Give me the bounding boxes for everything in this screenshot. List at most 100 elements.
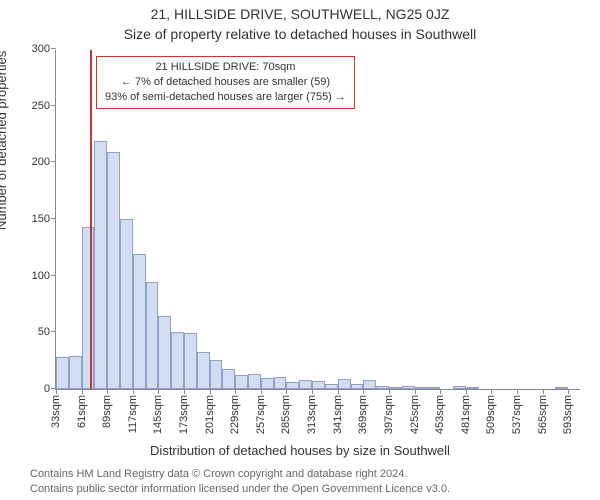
histogram-bar [261,378,274,389]
x-tick-label: 285sqm [280,395,292,434]
x-tick-mark [568,389,569,394]
x-tick-mark [543,389,544,394]
x-tick-label: 425sqm [409,395,421,434]
x-tick-label: 173sqm [178,395,190,434]
histogram-bar [363,380,376,389]
histogram-bar [210,360,223,389]
histogram-bar [453,386,466,389]
histogram-bar [107,152,120,389]
x-tick-mark [466,389,467,394]
x-tick-label: 33sqm [50,395,62,428]
histogram-bar [325,384,338,389]
page-title-line2: Size of property relative to detached ho… [0,26,600,42]
x-tick-mark [389,389,390,394]
histogram-bar [351,384,364,389]
x-tick-mark [261,389,262,394]
x-tick-mark [286,389,287,394]
annotation-line: 93% of semi-detached houses are larger (… [105,90,346,105]
x-tick-label: 509sqm [485,395,497,434]
histogram-bar [120,219,133,389]
x-tick-label: 397sqm [383,395,395,434]
histogram-bar [197,352,210,389]
histogram-bar [184,333,197,389]
histogram-bar [222,369,235,389]
y-tick-mark [51,331,56,332]
x-tick-mark [82,389,83,394]
caption-line2: Contains public sector information licen… [30,482,600,496]
y-tick-mark [51,161,56,162]
page-title-line1: 21, HILLSIDE DRIVE, SOUTHWELL, NG25 0JZ [0,6,600,22]
x-tick-mark [133,389,134,394]
annotation-box: 21 HILLSIDE DRIVE: 70sqm← 7% of detached… [96,56,355,109]
histogram-plot: 05010015020025030033sqm61sqm89sqm117sqm1… [55,50,580,390]
histogram-bar [171,332,184,389]
x-tick-label: 257sqm [255,395,267,434]
histogram-bar [466,387,479,389]
histogram-bar [274,377,287,389]
x-tick-label: 313sqm [306,395,318,434]
histogram-bar [69,356,82,389]
x-tick-label: 453sqm [434,395,446,434]
x-tick-mark [107,389,108,394]
y-tick-mark [51,275,56,276]
histogram-bar [235,375,248,389]
histogram-bar [248,374,261,389]
histogram-bar [158,316,171,389]
y-tick-label: 200 [32,156,50,168]
histogram-bar [94,141,107,389]
histogram-bar [555,387,568,389]
histogram-bar [338,379,351,389]
x-tick-label: 565sqm [537,395,549,434]
x-tick-mark [184,389,185,394]
histogram-bar [312,381,325,389]
x-tick-mark [312,389,313,394]
x-tick-mark [440,389,441,394]
x-tick-label: 341sqm [332,395,344,434]
caption-line1: Contains HM Land Registry data © Crown c… [30,467,600,481]
x-tick-label: 229sqm [229,395,241,434]
histogram-bar [82,227,95,389]
histogram-bar [133,254,146,389]
x-axis-label: Distribution of detached houses by size … [0,443,600,458]
x-tick-mark [235,389,236,394]
x-tick-mark [338,389,339,394]
y-tick-mark [51,105,56,106]
histogram-bar [389,387,402,389]
y-tick-mark [51,218,56,219]
y-tick-label: 100 [32,270,50,282]
x-tick-label: 61sqm [76,395,88,428]
histogram-bar [427,387,440,389]
x-tick-label: 369sqm [357,395,369,434]
x-tick-label: 145sqm [152,395,164,434]
x-tick-mark [56,389,57,394]
histogram-bar [402,386,415,389]
histogram-bar [415,387,428,389]
x-tick-label: 481sqm [460,395,472,434]
y-axis-label: Number of detached properties [0,51,9,230]
x-tick-mark [517,389,518,394]
y-tick-label: 250 [32,100,50,112]
y-tick-label: 50 [38,326,50,338]
x-tick-label: 117sqm [127,395,139,433]
x-tick-mark [158,389,159,394]
x-tick-label: 593sqm [562,395,574,434]
x-tick-label: 89sqm [101,395,113,428]
y-tick-mark [51,48,56,49]
histogram-bar [146,282,159,389]
histogram-bar [376,386,389,389]
annotation-line: ← 7% of detached houses are smaller (59) [105,75,346,90]
x-tick-mark [415,389,416,394]
y-tick-label: 150 [32,213,50,225]
y-tick-label: 0 [44,383,50,395]
annotation-line: 21 HILLSIDE DRIVE: 70sqm [105,60,346,75]
histogram-bar [56,357,69,389]
x-tick-mark [363,389,364,394]
property-marker-line [90,50,92,389]
x-tick-label: 201sqm [204,395,216,434]
y-tick-label: 300 [32,43,50,55]
histogram-bar [286,382,299,389]
x-tick-label: 537sqm [511,395,523,434]
x-tick-mark [491,389,492,394]
x-tick-mark [210,389,211,394]
footer-caption: Contains HM Land Registry data © Crown c… [0,467,600,496]
